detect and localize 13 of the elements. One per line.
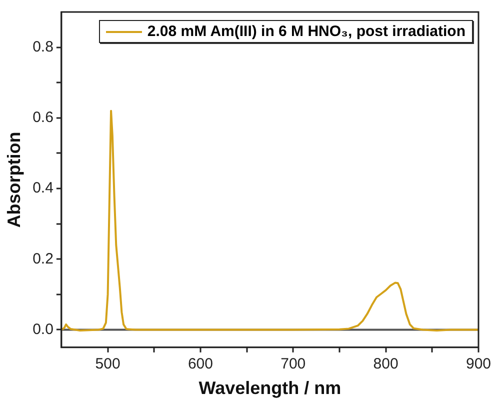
x-tick-label: 800 — [373, 356, 398, 373]
x-axis-title: Wavelength / nm — [198, 378, 342, 398]
y-tick-label: 0.2 — [32, 250, 54, 268]
x-tick-label: 900 — [466, 356, 491, 373]
x-tick-label: 500 — [95, 356, 120, 373]
legend-label: 2.08 mM Am(III) in 6 M HNO₃, post irradiation — [147, 23, 466, 40]
y-tick-label: 0.0 — [32, 320, 54, 338]
y-tick-label: 0.6 — [32, 109, 54, 126]
x-tick-label: 600 — [188, 356, 213, 373]
y-axis-title: Absorption — [4, 132, 24, 228]
y-tick-label: 0.4 — [32, 180, 54, 197]
y-tick-label: 0.8 — [32, 38, 54, 56]
x-tick-label: 700 — [280, 356, 306, 373]
